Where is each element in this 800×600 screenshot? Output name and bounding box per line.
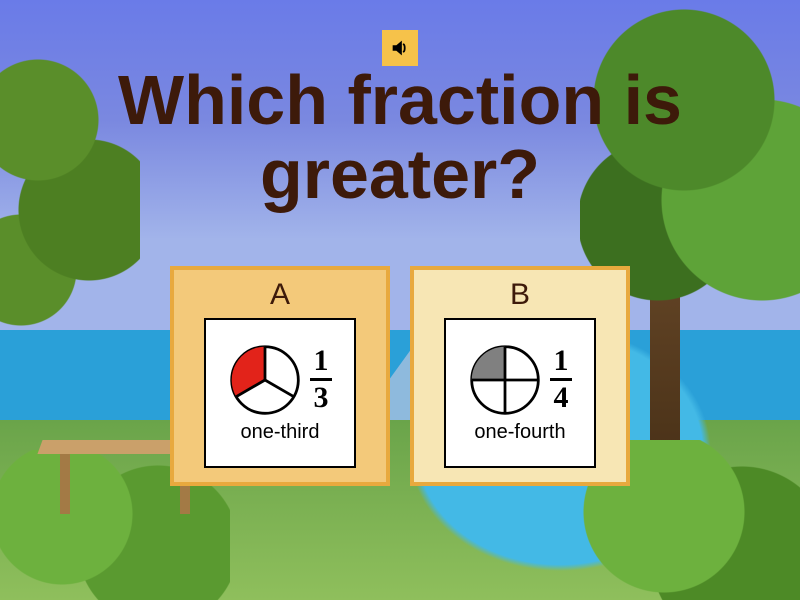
denominator: 4 bbox=[554, 383, 569, 413]
pie-one-fourth-icon bbox=[468, 343, 542, 417]
option-card-b[interactable]: B 1 4 one-fourth bbox=[410, 266, 630, 486]
background-scene: Which fraction is greater? A 1 3 bbox=[0, 0, 800, 600]
options-row: A 1 3 one-third bbox=[170, 266, 630, 486]
fraction-a: 1 3 bbox=[310, 346, 332, 413]
numerator: 1 bbox=[314, 346, 329, 376]
fraction-word: one-third bbox=[241, 421, 320, 444]
question-text: Which fraction is greater? bbox=[50, 64, 750, 211]
numerator: 1 bbox=[554, 346, 569, 376]
denominator: 3 bbox=[314, 383, 329, 413]
fraction-word: one-fourth bbox=[474, 421, 565, 444]
sound-icon bbox=[389, 37, 411, 59]
fraction-b: 1 4 bbox=[550, 346, 572, 413]
fraction-tile-b: 1 4 one-fourth bbox=[444, 318, 596, 468]
fraction-tile-a: 1 3 one-third bbox=[204, 318, 356, 468]
option-card-a[interactable]: A 1 3 one-third bbox=[170, 266, 390, 486]
option-letter: A bbox=[270, 278, 290, 312]
option-letter: B bbox=[510, 278, 530, 312]
pie-one-third-icon bbox=[228, 343, 302, 417]
